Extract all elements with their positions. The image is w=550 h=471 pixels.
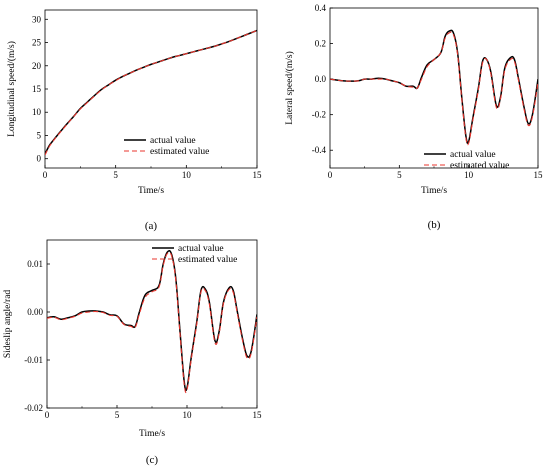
x-tick-label: 15: [253, 410, 263, 420]
y-tick-label: -0.4: [312, 145, 327, 155]
y-axis-label: Sideslip angle/rad: [3, 290, 13, 359]
series-line-actual-value: [47, 249, 257, 392]
legend-label: estimated value: [178, 255, 237, 265]
x-tick-label: 15: [534, 170, 544, 180]
y-tick-label: -0.02: [24, 403, 43, 413]
series-line-estimated-value: [45, 29, 257, 156]
x-tick-label: 10: [182, 170, 192, 180]
series-line-estimated-value: [47, 251, 257, 394]
x-tick-label: 0: [328, 170, 333, 180]
x-axis-label: Time/s: [138, 186, 164, 196]
x-tick-label: 15: [253, 170, 263, 180]
legend-label: estimated value: [150, 147, 209, 157]
y-tick-label: 0.2: [315, 39, 326, 49]
x-tick-label: 0: [43, 170, 48, 180]
x-tick-label: 5: [113, 170, 118, 180]
plot-frame: [329, 7, 539, 169]
y-tick-label: -0.01: [24, 355, 43, 365]
y-axis-label: Lateral speed/(m/s): [284, 51, 295, 125]
y-tick-label: 0.01: [27, 259, 43, 269]
x-tick-label: 0: [45, 410, 50, 420]
chart-longitudinal-speed: 0 5 10 15 0 5 10 15 20 25 30 Time/s Longitudinal spe…: [6, 9, 263, 232]
y-tick-label: 20: [32, 61, 42, 71]
y-tick-label: 5: [37, 130, 42, 140]
panel-label: (c): [146, 454, 159, 466]
legend-label: actual value: [450, 150, 496, 160]
series-line-estimated-value: [330, 31, 538, 146]
y-tick-label: 25: [32, 38, 42, 48]
x-tick-label: 5: [115, 410, 120, 420]
chart-lateral-speed: 0 5 10 15 -0.4 -0.2 0.0 0.2 0.4 Time/s Lateral spe…: [284, 3, 543, 231]
plot-frame: [46, 239, 258, 409]
x-axis-label: Time/s: [421, 186, 447, 196]
y-tick-label: 0.0: [315, 74, 327, 84]
x-tick-label: 10: [464, 170, 474, 180]
x-tick-label: 10: [183, 410, 193, 420]
y-tick-label: 15: [32, 84, 42, 94]
series-line-actual-value: [330, 29, 538, 144]
legend-label: estimated value: [450, 161, 509, 171]
y-tick-label: 0.4: [315, 3, 327, 13]
y-tick-label: 10: [32, 107, 42, 117]
y-tick-label: 0.00: [27, 307, 43, 317]
y-tick-label: 0: [37, 154, 42, 164]
panel-label: (a): [145, 220, 158, 232]
x-axis-label: Time/s: [139, 429, 165, 439]
panel-label: (b): [428, 219, 441, 231]
y-tick-label: 30: [32, 14, 42, 24]
x-tick-label: 5: [397, 170, 402, 180]
legend-label: actual value: [150, 136, 196, 146]
y-tick-label: -0.2: [312, 110, 326, 120]
legend-label: actual value: [178, 244, 224, 254]
chart-sideslip-angle: 0 5 10 15 -0.02 -0.01 0.00 0.01 Time/s Sideslip a…: [3, 239, 263, 466]
y-axis-label: Longitudinal speed/(m/s): [6, 41, 17, 137]
